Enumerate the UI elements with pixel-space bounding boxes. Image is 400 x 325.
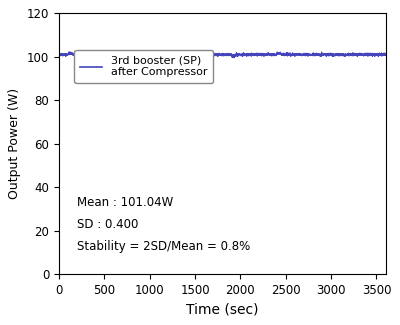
X-axis label: Time (sec): Time (sec) [186,303,258,317]
Y-axis label: Output Power (W): Output Power (W) [8,88,21,200]
Text: SD : 0.400: SD : 0.400 [77,218,138,231]
Legend: 3rd booster (SP)
after Compressor: 3rd booster (SP) after Compressor [74,50,213,83]
Text: Mean : 101.04W: Mean : 101.04W [77,196,173,209]
Text: Stability = 2SD/Mean = 0.8%: Stability = 2SD/Mean = 0.8% [77,240,250,253]
